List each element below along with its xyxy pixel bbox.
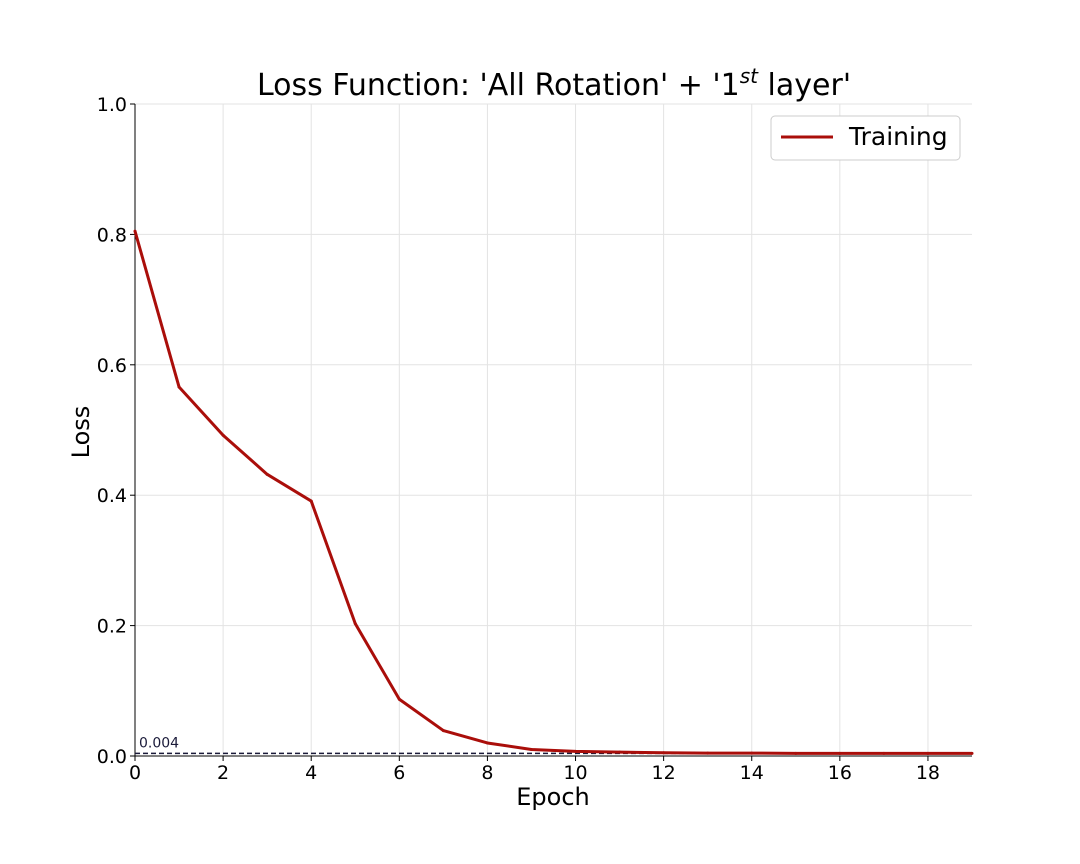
- series-line-training: [133, 230, 972, 755]
- y-axis-title: Loss: [67, 406, 95, 459]
- x-axis-title: Epoch: [516, 783, 590, 811]
- data-point: [177, 385, 181, 389]
- x-tick-label: 16: [828, 762, 852, 784]
- x-tick-label: 12: [652, 762, 676, 784]
- data-point: [353, 622, 357, 626]
- legend: Training: [770, 115, 961, 161]
- y-tick-label: 0.0: [97, 746, 127, 768]
- data-point: [441, 729, 445, 733]
- y-tick-label: 0.2: [97, 616, 127, 638]
- data-point: [926, 751, 930, 755]
- grid-lines: [134, 103, 972, 757]
- data-point: [750, 751, 754, 755]
- data-point: [618, 750, 622, 754]
- x-tick-label: 6: [393, 762, 405, 784]
- data-point: [838, 751, 842, 755]
- y-tick-label: 0.6: [97, 355, 127, 377]
- y-tick-label: 0.8: [97, 224, 127, 246]
- tick-marks: 0 2 4 6 8 10 12 14 16 18 0.0 0.2 0.4 0.6 0.8 1.0: [97, 94, 940, 784]
- legend-box: [770, 115, 961, 161]
- data-point: [397, 697, 401, 701]
- data-point: [529, 747, 533, 751]
- data-point: [970, 751, 974, 755]
- data-point: [662, 751, 666, 755]
- data-point: [485, 741, 489, 745]
- y-tick-label: 1.0: [97, 94, 127, 116]
- y-tick-label: 0.4: [97, 485, 127, 507]
- chart-title: Loss Function: 'All Rotation' + '1st lay…: [257, 64, 851, 103]
- axes: [134, 104, 972, 757]
- x-tick-label: 2: [217, 762, 229, 784]
- x-tick-label: 10: [563, 762, 587, 784]
- data-point: [574, 749, 578, 753]
- data-point: [882, 751, 886, 755]
- x-tick-label: 18: [916, 762, 940, 784]
- data-point: [265, 472, 269, 476]
- data-point: [706, 751, 710, 755]
- x-tick-label: 14: [740, 762, 764, 784]
- reference-line-label: 0.004: [139, 735, 179, 751]
- data-point: [794, 751, 798, 755]
- legend-label-training: Training: [848, 122, 948, 151]
- x-tick-label: 0: [129, 762, 141, 784]
- data-point: [309, 499, 313, 503]
- x-tick-label: 4: [305, 762, 317, 784]
- data-point: [221, 433, 225, 437]
- data-point: [133, 229, 137, 233]
- series-lines: [133, 229, 974, 755]
- x-tick-label: 8: [481, 762, 493, 784]
